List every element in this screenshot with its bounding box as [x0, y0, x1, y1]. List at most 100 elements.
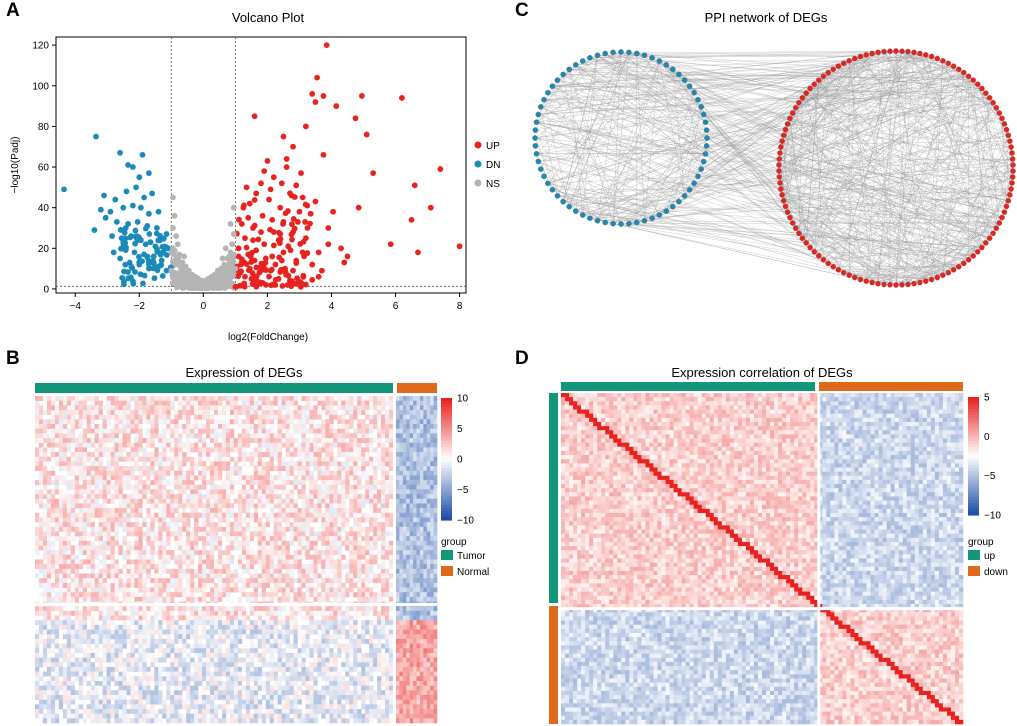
heatmap-cell — [210, 419, 215, 425]
heatmap-cell — [126, 498, 131, 504]
dn-point — [93, 133, 99, 140]
heatmap-cell — [369, 405, 374, 411]
heatmap-cell — [126, 419, 131, 425]
heatmap-cell — [182, 461, 187, 467]
heatmap-cell — [102, 508, 107, 514]
dn-node — [541, 96, 547, 103]
heatmap-cell — [142, 517, 147, 523]
heatmap-cell — [281, 503, 286, 509]
heatmap-cell — [58, 564, 64, 570]
heatmap-cell — [166, 410, 171, 415]
heatmap-cell — [261, 568, 267, 574]
heatmap-cell — [174, 428, 179, 434]
heatmap-cell — [305, 414, 310, 420]
heatmap-cell — [261, 470, 267, 476]
heatmap-cell — [349, 554, 354, 560]
network-edge — [809, 247, 855, 278]
up-point — [277, 269, 284, 275]
heatmap-cell — [285, 447, 290, 453]
dn-node — [532, 135, 538, 141]
heatmap-cell — [381, 559, 386, 565]
heatmap-cell — [329, 410, 334, 415]
heatmap-cell — [90, 480, 95, 486]
heatmap-cell — [74, 410, 80, 415]
heatmap-cell — [233, 531, 239, 537]
dn-point — [128, 233, 135, 240]
heatmap-cell — [130, 442, 135, 448]
heatmap-cell — [229, 587, 235, 593]
heatmap-cell — [142, 447, 147, 453]
heatmap-cell — [265, 396, 270, 401]
heatmap-cell — [269, 503, 274, 509]
heatmap-cell — [170, 522, 175, 528]
heatmap-cell — [325, 578, 330, 584]
heatmap-cell — [225, 564, 231, 570]
heatmap-cell — [277, 503, 282, 509]
heatmap-cell — [297, 545, 302, 551]
heatmap-cell — [269, 456, 274, 462]
heatmap-cell — [333, 498, 338, 504]
heatmap-cell — [35, 405, 40, 411]
heatmap-cell — [154, 531, 159, 537]
heatmap-cell — [122, 442, 127, 448]
heatmap-cell — [178, 433, 183, 439]
heatmap-cell — [273, 564, 278, 570]
heatmap-cell — [70, 424, 76, 429]
up-node — [893, 282, 899, 288]
legend-dn-swatch — [474, 160, 482, 168]
heatmap-cell — [349, 466, 354, 472]
heatmap-cell — [86, 424, 91, 429]
heatmap-cell — [369, 475, 374, 481]
heatmap-cell — [257, 522, 263, 528]
dn-point — [147, 239, 154, 246]
heatmap-cell — [50, 582, 56, 588]
heatmap-cell — [385, 470, 390, 476]
heatmap-cell — [186, 475, 191, 481]
heatmap-cell — [245, 428, 251, 434]
heatmap-cell — [217, 466, 223, 472]
heatmap-cell — [214, 522, 219, 528]
heatmap-cell — [381, 568, 386, 574]
heatmap-cell — [309, 592, 314, 598]
network-edge — [651, 57, 969, 260]
heatmap-cell — [313, 531, 318, 537]
heatmap-cell — [245, 480, 251, 486]
heatmap-cell — [174, 503, 179, 509]
dn-node — [663, 208, 670, 214]
heatmap-cell — [210, 508, 215, 514]
heatmap-cell — [301, 484, 306, 490]
heatmap-cell — [126, 494, 131, 500]
heatmap-cell — [305, 531, 310, 537]
heatmap-cell — [301, 475, 306, 481]
heatmap-cell — [229, 489, 235, 495]
heatmap-cell — [389, 550, 394, 556]
heatmap-cell — [297, 526, 302, 532]
heatmap-cell — [257, 550, 263, 556]
heatmap-cell — [194, 419, 199, 425]
volcano-frame — [55, 36, 467, 294]
heatmap-cell — [325, 582, 330, 588]
heatmap-cell — [190, 512, 195, 518]
heatmap-cell — [126, 503, 131, 509]
heatmap-cell — [249, 489, 255, 495]
up-node — [1003, 126, 1010, 133]
heatmap-cell — [313, 545, 318, 551]
heatmap-cell — [357, 540, 362, 546]
heatmap-cell — [206, 554, 211, 560]
network-edge — [552, 76, 824, 87]
heatmap-cell — [253, 428, 259, 434]
network-edge — [972, 80, 1007, 207]
ns-point — [230, 231, 237, 237]
heatmap-cell — [86, 554, 91, 560]
heatmap-cell — [237, 438, 243, 444]
heatmap-cell — [210, 414, 215, 420]
heatmap-cell — [389, 442, 394, 448]
heatmap-cell — [102, 564, 107, 570]
heatmap-cell — [146, 573, 151, 579]
up-point — [320, 93, 327, 99]
network-edge — [1006, 129, 1009, 201]
heatmap-cell — [221, 442, 227, 448]
heatmap-cell — [86, 578, 91, 584]
heatmap-cell — [337, 405, 342, 411]
heatmap-cell — [289, 531, 294, 537]
